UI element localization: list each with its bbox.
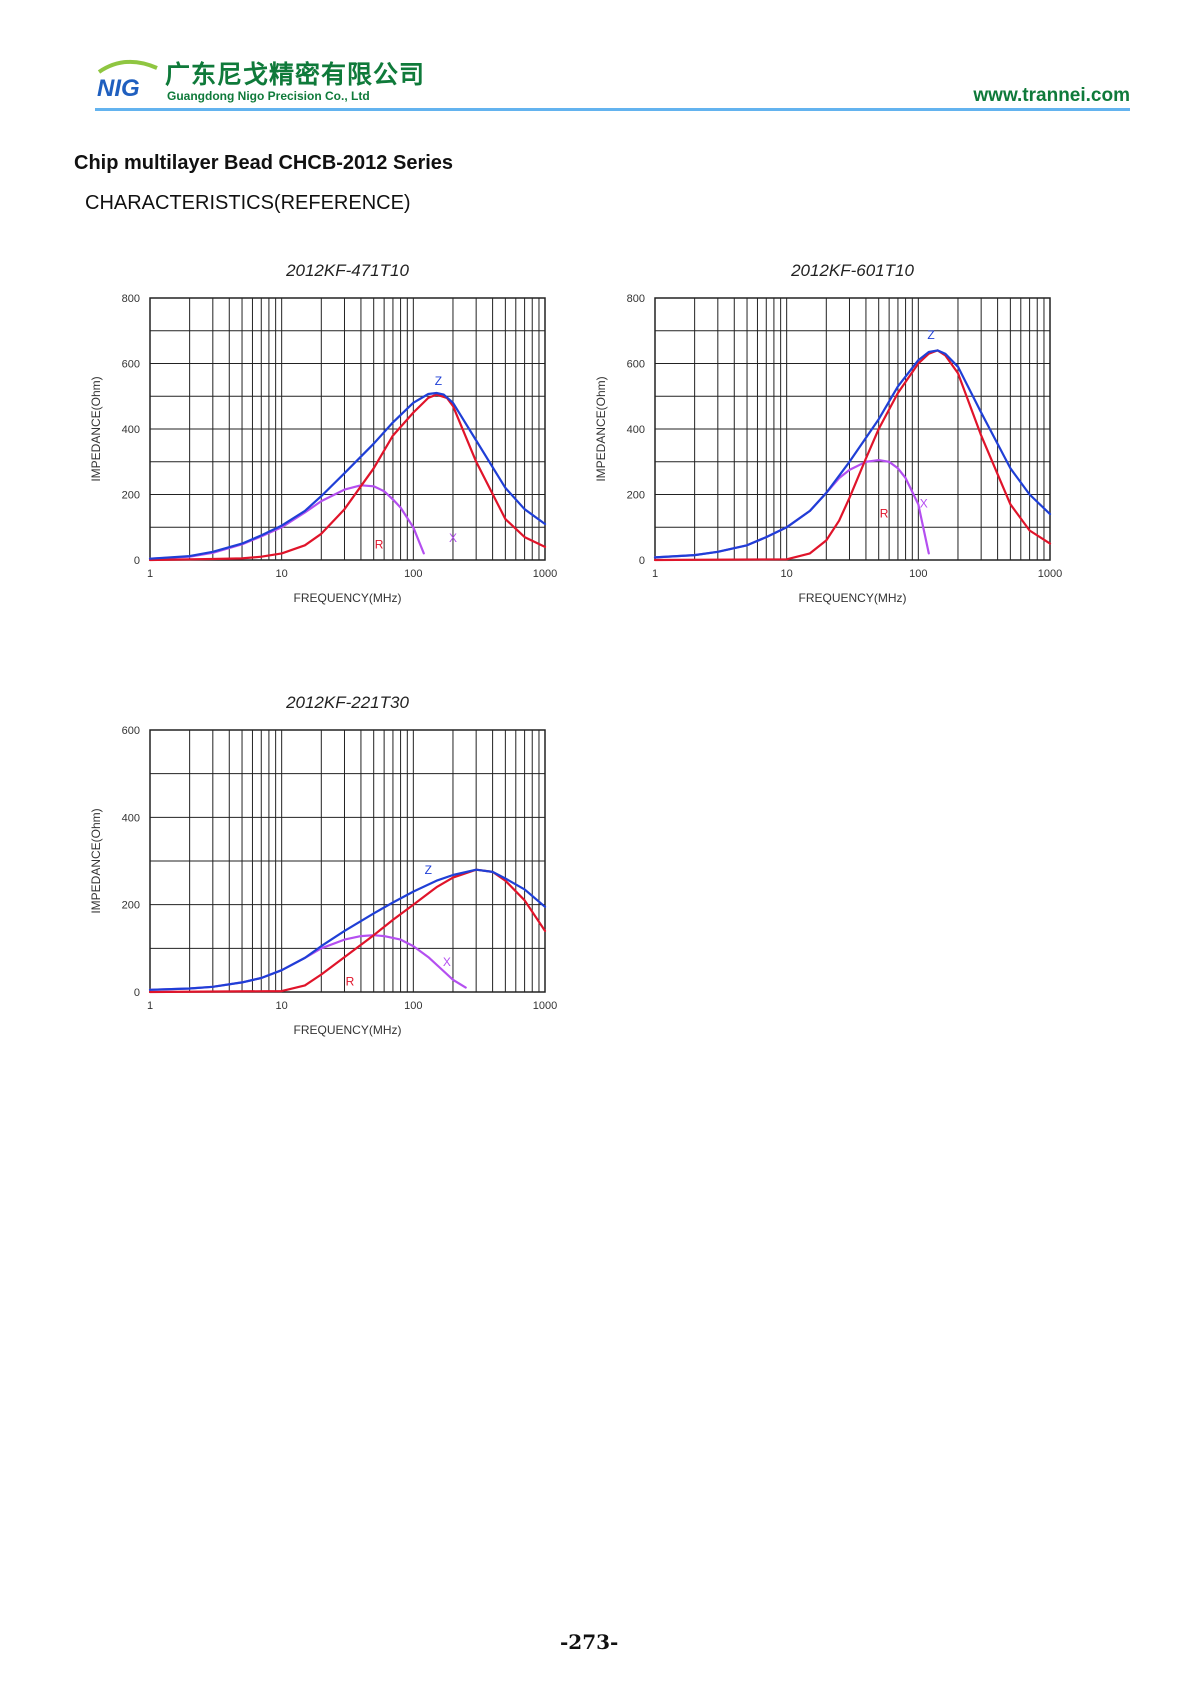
- logo-text: NIG: [97, 75, 140, 102]
- x-tick-label: 100: [404, 1000, 422, 1012]
- x-tick-label: 1: [147, 568, 153, 580]
- y-tick-label: 400: [122, 812, 140, 824]
- chart-svg: 2012KF-471T10 1 10 100 1000 0 200 400 600 800 FREQ…: [89, 261, 557, 605]
- x-tick-label: 100: [909, 568, 927, 580]
- chart-2: 2012KF-601T10 1 10 100 1000 0 200 400 600 800 FREQ…: [580, 258, 1062, 605]
- y-tick-label: 600: [122, 725, 140, 737]
- y-axis-label: IMPEDANCE(Ohm): [89, 808, 103, 913]
- y-tick-label: 800: [627, 293, 645, 305]
- y-tick-label: 400: [122, 424, 140, 436]
- x-tick-label: 10: [276, 568, 288, 580]
- chart-svg: 2012KF-221T30 1 10 100 1000 0 200 400 600 FREQUEN…: [89, 693, 557, 1037]
- x-tick-label: 1000: [1038, 568, 1062, 580]
- series-label-r: R: [880, 506, 889, 520]
- chart-grid: [150, 298, 545, 560]
- series-label-x: X: [449, 531, 457, 545]
- series-label-x: X: [920, 497, 928, 511]
- x-tick-label: 1: [147, 1000, 153, 1012]
- page-number: -273-: [560, 1630, 619, 1654]
- series-line-r: [148, 393, 547, 562]
- x-tick-label: 1: [652, 568, 658, 580]
- series-label-r: R: [375, 538, 384, 552]
- x-tick-label: 1000: [533, 568, 557, 580]
- series-line-x: [148, 934, 467, 991]
- y-axis-label: IMPEDANCE(Ohm): [594, 376, 608, 481]
- y-tick-label: 600: [122, 359, 140, 371]
- page-title: Chip multilayer Bead CHCB-2012 Series: [74, 152, 454, 174]
- x-axis-label: FREQUENCY(MHz): [294, 1023, 402, 1037]
- x-tick-label: 1000: [533, 1000, 557, 1012]
- x-axis-label: FREQUENCY(MHz): [799, 591, 907, 605]
- y-tick-label: 200: [627, 490, 645, 502]
- chart-title: 2012KF-601T10: [790, 261, 914, 280]
- series-line-z: [148, 868, 547, 991]
- chart-grid: [150, 730, 545, 992]
- series-label-z: Z: [927, 328, 934, 342]
- company-name-chinese: 广东尼戈精密有限公司: [165, 60, 426, 89]
- plot-frame: [149, 297, 546, 561]
- x-tick-label: 10: [276, 1000, 288, 1012]
- plot-frame: [149, 729, 546, 993]
- series-label-x: X: [443, 955, 451, 969]
- x-tick-label: 100: [404, 568, 422, 580]
- y-tick-label: 0: [639, 555, 645, 567]
- series-line-r: [148, 868, 547, 994]
- nig-logo-icon: NIG: [97, 60, 158, 102]
- chart-1: 2012KF-471T10 1 10 100 1000 0 200 400 600 800 FREQ…: [75, 258, 557, 605]
- y-tick-label: 200: [122, 490, 140, 502]
- chart-title: 2012KF-221T30: [285, 693, 409, 712]
- page-header: NIG 广东尼戈精密有限公司 Guangdong Nigo Precision …: [95, 52, 1130, 112]
- chart-title: 2012KF-471T10: [285, 261, 409, 280]
- company-name-english: Guangdong Nigo Precision Co., Ltd: [167, 89, 370, 103]
- series-label-z: Z: [425, 863, 432, 877]
- chart-3: 2012KF-221T30 1 10 100 1000 0 200 400 600 FREQUEN…: [75, 690, 557, 1037]
- y-axis-label: IMPEDANCE(Ohm): [89, 376, 103, 481]
- website-link[interactable]: www.trannei.com: [973, 85, 1130, 106]
- y-tick-label: 0: [134, 555, 140, 567]
- series-label-z: Z: [435, 374, 442, 388]
- x-axis-label: FREQUENCY(MHz): [294, 591, 402, 605]
- chart-svg: 2012KF-601T10 1 10 100 1000 0 200 400 600 800 FREQ…: [594, 261, 1062, 605]
- y-tick-label: 0: [134, 987, 140, 999]
- header-divider: [95, 108, 1130, 111]
- x-tick-label: 10: [781, 568, 793, 580]
- section-subtitle: CHARACTERISTICS(REFERENCE): [85, 192, 411, 214]
- series-line-r: [653, 349, 1052, 562]
- y-tick-label: 800: [122, 293, 140, 305]
- plot-frame: [654, 297, 1051, 561]
- chart-grid: [655, 298, 1050, 560]
- series-line-z: [653, 349, 1052, 559]
- y-tick-label: 600: [627, 359, 645, 371]
- y-tick-label: 400: [627, 424, 645, 436]
- series-line-z: [148, 391, 547, 560]
- y-tick-label: 200: [122, 900, 140, 912]
- series-label-r: R: [346, 974, 355, 988]
